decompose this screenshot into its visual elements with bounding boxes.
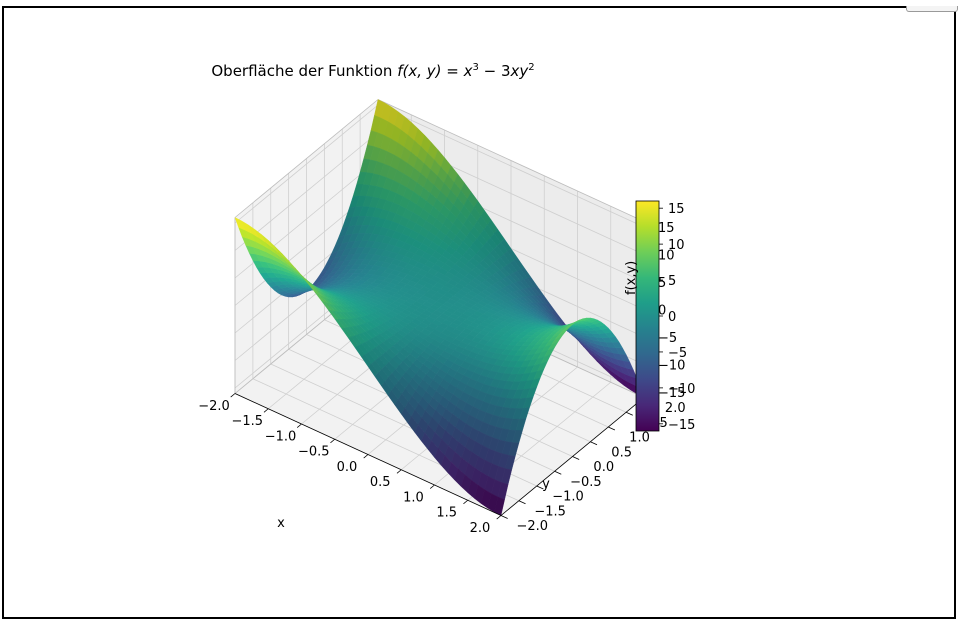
- z-tick-label: 10: [658, 249, 675, 264]
- surface-plot: [234, 99, 645, 516]
- toolbar-button[interactable]: [906, 6, 958, 12]
- colorbar-tick-label: 5: [668, 274, 676, 289]
- colorbar-tick-label: 15: [668, 202, 685, 217]
- colorbar-tick-label: −10: [668, 382, 695, 397]
- grid-line: [377, 104, 645, 228]
- x-tick: [296, 423, 302, 428]
- y-tick-label: −1.5: [534, 504, 566, 519]
- x-tick-label: −0.5: [298, 445, 330, 460]
- y-axis-label: y: [542, 477, 550, 492]
- y-tick-label: 0.5: [611, 445, 632, 460]
- x-tick-label: −1.0: [265, 429, 297, 444]
- x-tick-label: 0.0: [337, 460, 358, 475]
- colorbar-tick-label: −5: [668, 346, 687, 361]
- pane-edge: [234, 99, 379, 218]
- z-tick-label: 15: [658, 221, 675, 236]
- x-tick: [330, 438, 336, 444]
- colorbar-tick-label: −15: [668, 418, 695, 433]
- y-tick-label: 1.0: [629, 431, 650, 446]
- x-tick-label: −1.5: [231, 414, 263, 429]
- y-tick-label: 0.0: [593, 460, 614, 475]
- x-axis: −2.0−1.5−1.0−0.5 0.0 0.5 1.0 1.5 2.0: [198, 393, 502, 536]
- colorbar-tick-label: 10: [668, 238, 685, 253]
- z-tick-label: 5: [658, 276, 666, 291]
- x-tick: [363, 454, 369, 459]
- x-tick: [496, 515, 502, 520]
- y-tick: [554, 470, 562, 475]
- x-tick-label: 0.5: [370, 475, 391, 490]
- y-tick: [536, 485, 544, 490]
- y-tick-label: −0.5: [570, 475, 602, 490]
- grid-line: [234, 132, 379, 251]
- z-tick-label: −5: [658, 331, 677, 346]
- x-tick-label: 1.0: [403, 490, 424, 505]
- y-tick: [590, 441, 598, 446]
- y-tick: [500, 515, 508, 519]
- x-tick: [463, 499, 469, 505]
- y-tick: [518, 500, 526, 505]
- colorbar-gradient: [635, 200, 660, 432]
- x-tick: [263, 408, 269, 413]
- y-tick: [572, 456, 580, 460]
- z-tick-label: 0: [658, 304, 666, 319]
- x-tick: [230, 393, 236, 398]
- x-tick: [429, 484, 435, 489]
- colorbar-label: f(x,y): [624, 261, 639, 295]
- y-tick-label: −1.0: [552, 490, 584, 505]
- grid-line: [234, 104, 379, 224]
- x-tick-label: 2.0: [470, 521, 491, 536]
- x-tick-label: 1.5: [436, 506, 457, 521]
- x-tick: [396, 469, 402, 474]
- pane-edge: [377, 99, 645, 222]
- y-tick: [625, 411, 633, 416]
- y-tick: [608, 426, 616, 431]
- z-tick-label: −15: [658, 386, 685, 401]
- y-tick-label: −2.0: [516, 519, 548, 534]
- y-tick-label: 2.0: [665, 401, 686, 416]
- x-tick-label: −2.0: [198, 399, 230, 414]
- x-axis-label: x: [277, 516, 285, 531]
- colorbar-tick-label: 0: [668, 310, 676, 325]
- chart-title: Oberfläche der Funktion f(x, y) = x3 − 3…: [211, 62, 534, 80]
- z-tick-label: −10: [658, 359, 685, 374]
